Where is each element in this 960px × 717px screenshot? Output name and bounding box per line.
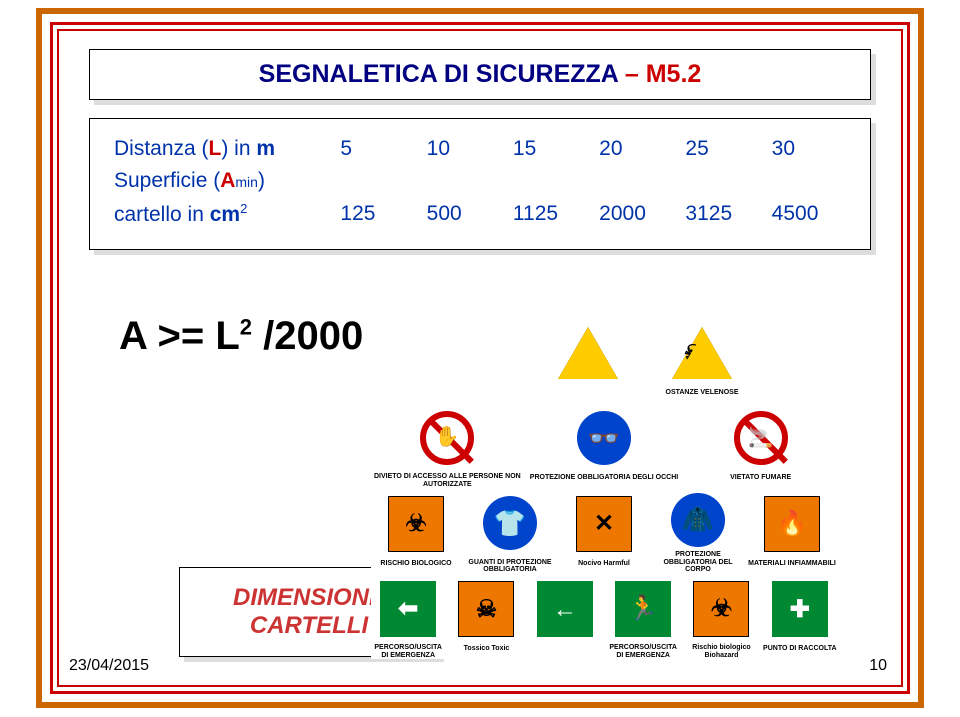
safety-sign: ☣Rischio biologico Biohazard <box>684 576 758 660</box>
sign-caption: PERCORSO/USCITA DI EMERGENZA <box>371 642 445 659</box>
table: Distanza (L) in m 5 10 15 20 25 30 Super… <box>108 133 852 231</box>
formula-text: A >= L <box>119 314 240 358</box>
tri-icon <box>533 319 643 387</box>
safety-sign <box>533 319 643 403</box>
cell: 1125 <box>507 197 593 231</box>
safety-sign: 🚬VIETATO FUMARE <box>684 405 837 489</box>
safety-sign: ✕Nocivo Harmful <box>559 490 649 574</box>
sign-caption: MATERIALI INFIAMMABILI <box>747 558 837 574</box>
cell: 20 <box>593 133 679 165</box>
sign-caption: PERCORSO/USCITA DI EMERGENZA <box>606 642 680 659</box>
formula-sup: 2 <box>240 315 252 340</box>
title-box: SEGNALETICA DI SICUREZZA – M5.2 <box>89 49 871 100</box>
red-circle-icon: 🚬 <box>684 405 837 473</box>
sign-caption: PROTEZIONE OBBLIGATORIA DEL CORPO <box>653 549 743 573</box>
cell: 5 <box>334 133 420 165</box>
orange-sq-icon: ☣ <box>684 576 758 643</box>
formula: A >= L2 /2000 <box>119 314 363 359</box>
dimensions-table: Distanza (L) in m 5 10 15 20 25 30 Super… <box>89 118 871 250</box>
sign-caption: OSTANZE VELENOSE <box>647 387 757 403</box>
table-row: Superficie (Amin) <box>108 165 852 197</box>
safety-sign: 🏃PERCORSO/USCITA DI EMERGENZA <box>606 576 680 660</box>
blue-circle-icon: 👕 <box>465 490 555 557</box>
tri-icon: ☠ <box>647 319 757 387</box>
sign-caption <box>528 643 602 659</box>
safety-sign: ← <box>528 576 602 660</box>
safety-sign: 🔥MATERIALI INFIAMMABILI <box>747 490 837 574</box>
signs-row: ✋DIVIETO DI ACCESSO ALLE PERSONE NON AUT… <box>371 405 837 489</box>
cell: 25 <box>679 133 765 165</box>
safety-sign: ☠Tossico Toxic <box>449 576 523 660</box>
cell: 10 <box>421 133 507 165</box>
cell: 4500 <box>766 197 852 231</box>
safety-sign: ✋DIVIETO DI ACCESSO ALLE PERSONE NON AUT… <box>371 405 524 489</box>
title-part-a: SEGNALETICA DI SICUREZZA <box>259 60 618 88</box>
title-part-b: – M5.2 <box>618 60 701 88</box>
row3-label: cartello in cm2 <box>108 197 334 231</box>
safety-sign: 🧥PROTEZIONE OBBLIGATORIA DEL CORPO <box>653 490 743 574</box>
cell: 3125 <box>679 197 765 231</box>
slide-date: 23/04/2015 <box>69 657 149 675</box>
sign-caption: PROTEZIONE OBBLIGATORIA DEGLI OCCHI <box>528 472 681 488</box>
orange-sq-icon: ☠ <box>449 576 523 644</box>
inner-border-1: SEGNALETICA DI SICUREZZA – M5.2 Distanza… <box>50 22 910 694</box>
cell: 2000 <box>593 197 679 231</box>
sign-caption <box>533 387 643 403</box>
orange-sq-icon: ✕ <box>559 490 649 558</box>
safety-sign: ⬅PERCORSO/USCITA DI EMERGENZA <box>371 576 445 660</box>
green-sq-icon: ⬅ <box>371 576 445 643</box>
row2-label: Superficie (Amin) <box>108 165 334 197</box>
signs-row: ☠OSTANZE VELENOSE <box>371 319 837 403</box>
blue-circle-icon: 🧥 <box>653 490 743 549</box>
safety-sign: ☠OSTANZE VELENOSE <box>647 319 757 403</box>
signs-row: ☣RISCHIO BIOLOGICO👕GUANTI DI PROTEZIONE … <box>371 490 837 574</box>
cell: 125 <box>334 197 420 231</box>
sign-caption: DIVIETO DI ACCESSO ALLE PERSONE NON AUTO… <box>371 471 524 488</box>
sign-caption: Rischio biologico Biohazard <box>684 642 758 659</box>
inner-border-2: SEGNALETICA DI SICUREZZA – M5.2 Distanza… <box>57 29 903 687</box>
sign-caption: Tossico Toxic <box>449 643 523 659</box>
cell: 500 <box>421 197 507 231</box>
row1-label: Distanza (L) in m <box>108 133 334 165</box>
page-number: 10 <box>869 657 887 675</box>
sign-caption: RISCHIO BIOLOGICO <box>371 558 461 574</box>
formula-tail: /2000 <box>252 314 363 358</box>
green-sq-icon: ✚ <box>763 576 837 644</box>
orange-sq-icon: ☣ <box>371 490 461 558</box>
cell: 15 <box>507 133 593 165</box>
blue-circle-icon: 👓 <box>528 405 681 473</box>
slide-frame: SEGNALETICA DI SICUREZZA – M5.2 Distanza… <box>36 8 924 708</box>
cell: 30 <box>766 133 852 165</box>
safety-sign: ☣RISCHIO BIOLOGICO <box>371 490 461 574</box>
orange-sq-icon: 🔥 <box>747 490 837 558</box>
green-sq-icon: ← <box>528 576 602 644</box>
green-sq-icon: 🏃 <box>606 576 680 643</box>
safety-sign: 👕GUANTI DI PROTEZIONE OBBLIGATORIA <box>465 490 555 574</box>
safety-signs-panel: ☠OSTANZE VELENOSE✋DIVIETO DI ACCESSO ALL… <box>371 319 837 659</box>
slide-content: SEGNALETICA DI SICUREZZA – M5.2 Distanza… <box>89 49 871 667</box>
table-row: Distanza (L) in m 5 10 15 20 25 30 <box>108 133 852 165</box>
sign-caption: GUANTI DI PROTEZIONE OBBLIGATORIA <box>465 557 555 574</box>
table-row: cartello in cm2 125 500 1125 2000 3125 4… <box>108 197 852 231</box>
sign-caption: PUNTO DI RACCOLTA <box>763 643 837 659</box>
safety-sign: ✚PUNTO DI RACCOLTA <box>763 576 837 660</box>
sign-caption: Nocivo Harmful <box>559 558 649 574</box>
sign-caption: VIETATO FUMARE <box>684 472 837 488</box>
signs-row: ⬅PERCORSO/USCITA DI EMERGENZA☠Tossico To… <box>371 576 837 660</box>
safety-sign: 👓PROTEZIONE OBBLIGATORIA DEGLI OCCHI <box>528 405 681 489</box>
red-circle-icon: ✋ <box>371 405 524 472</box>
